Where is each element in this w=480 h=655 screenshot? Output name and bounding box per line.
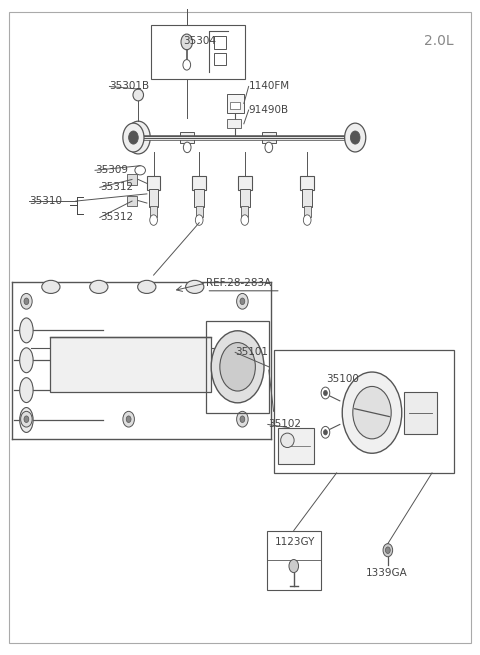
Circle shape <box>21 411 32 427</box>
Bar <box>150 206 157 217</box>
Text: 35312: 35312 <box>100 182 133 193</box>
Bar <box>227 119 241 128</box>
Text: 1140FM: 1140FM <box>249 81 290 92</box>
Circle shape <box>345 123 366 152</box>
Circle shape <box>195 215 203 225</box>
Circle shape <box>123 411 134 427</box>
Text: 35310: 35310 <box>29 196 62 206</box>
Bar <box>149 189 158 207</box>
Bar <box>214 36 226 49</box>
Text: 35102: 35102 <box>268 419 301 430</box>
Bar <box>238 176 252 190</box>
Circle shape <box>321 426 330 438</box>
Circle shape <box>353 386 391 439</box>
Circle shape <box>123 123 144 152</box>
Text: 91490B: 91490B <box>249 105 289 115</box>
Ellipse shape <box>133 89 144 101</box>
Text: 35312: 35312 <box>100 212 133 223</box>
Bar <box>300 176 314 190</box>
Bar <box>267 531 321 590</box>
Bar <box>151 25 245 79</box>
Bar <box>304 206 311 217</box>
Circle shape <box>321 387 330 399</box>
Circle shape <box>150 215 157 225</box>
Ellipse shape <box>90 280 108 293</box>
Circle shape <box>24 298 29 305</box>
Bar <box>274 350 454 473</box>
Ellipse shape <box>138 280 156 293</box>
Bar <box>262 132 276 143</box>
Circle shape <box>350 131 360 144</box>
Bar <box>192 176 206 190</box>
Bar <box>180 132 194 143</box>
Ellipse shape <box>20 378 33 403</box>
Ellipse shape <box>135 166 145 175</box>
Text: 35301B: 35301B <box>109 81 150 92</box>
Circle shape <box>324 390 327 396</box>
Ellipse shape <box>20 407 33 432</box>
Ellipse shape <box>42 280 60 293</box>
Bar <box>196 206 203 217</box>
Circle shape <box>211 331 264 403</box>
Circle shape <box>240 416 245 422</box>
Bar <box>127 196 137 206</box>
Bar <box>230 102 240 109</box>
Bar <box>147 176 160 190</box>
Polygon shape <box>12 282 271 439</box>
Circle shape <box>21 293 32 309</box>
Circle shape <box>303 215 311 225</box>
Circle shape <box>220 343 255 391</box>
Circle shape <box>324 430 327 435</box>
Circle shape <box>126 416 131 422</box>
Text: 1123GY: 1123GY <box>275 537 315 548</box>
Ellipse shape <box>186 280 204 293</box>
Bar <box>240 189 250 207</box>
Bar <box>404 392 437 434</box>
Text: 35309: 35309 <box>95 165 128 176</box>
Bar <box>241 206 248 217</box>
Text: 35304: 35304 <box>183 35 216 46</box>
Text: 2.0L: 2.0L <box>424 33 454 48</box>
Circle shape <box>183 60 191 70</box>
Circle shape <box>241 215 249 225</box>
Circle shape <box>383 544 393 557</box>
Bar <box>214 54 226 66</box>
Bar <box>206 321 269 413</box>
Text: 1339GA: 1339GA <box>366 568 408 578</box>
Bar <box>50 337 211 392</box>
Bar <box>227 94 244 113</box>
Circle shape <box>126 121 150 154</box>
Text: 35100: 35100 <box>326 373 359 384</box>
Ellipse shape <box>20 318 33 343</box>
Circle shape <box>342 372 402 453</box>
Circle shape <box>385 547 390 553</box>
Bar <box>194 189 204 207</box>
Circle shape <box>183 142 191 153</box>
Circle shape <box>181 34 192 50</box>
Ellipse shape <box>20 348 33 373</box>
Text: REF.28-283A: REF.28-283A <box>206 278 272 288</box>
Circle shape <box>129 131 138 144</box>
Ellipse shape <box>281 433 294 447</box>
Circle shape <box>289 559 299 572</box>
Circle shape <box>24 416 29 422</box>
Bar <box>278 428 314 464</box>
Bar <box>127 174 137 185</box>
Circle shape <box>237 293 248 309</box>
Bar <box>302 189 312 207</box>
Circle shape <box>237 411 248 427</box>
Circle shape <box>265 142 273 153</box>
Text: 35101: 35101 <box>235 347 268 358</box>
Circle shape <box>240 298 245 305</box>
